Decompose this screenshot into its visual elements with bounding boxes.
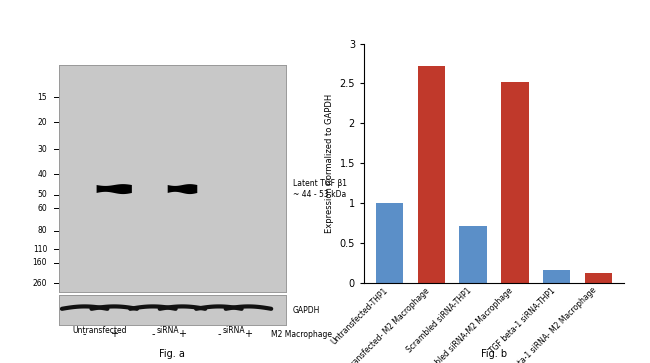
Text: 20: 20 <box>38 118 47 127</box>
Text: -: - <box>83 329 86 339</box>
Text: 60: 60 <box>38 204 47 213</box>
Text: 40: 40 <box>38 170 47 179</box>
Text: 30: 30 <box>38 145 47 154</box>
Bar <box>460 226 487 283</box>
Text: 15: 15 <box>38 93 47 102</box>
Text: Scrambled
siRNA: Scrambled siRNA <box>148 316 188 335</box>
Text: 110: 110 <box>32 245 47 254</box>
Text: -: - <box>151 329 155 339</box>
Text: 50: 50 <box>38 190 47 199</box>
Text: 260: 260 <box>32 279 47 287</box>
Y-axis label: Expression normalized to GAPDH: Expression normalized to GAPDH <box>325 94 334 233</box>
Bar <box>501 82 528 283</box>
Bar <box>376 203 403 283</box>
Text: Fig. a: Fig. a <box>159 349 185 359</box>
Text: +: + <box>244 329 252 339</box>
Text: Fig. b: Fig. b <box>481 349 507 359</box>
Text: -: - <box>217 329 220 339</box>
Text: TGF beta-1
siRNA: TGF beta-1 siRNA <box>213 316 255 335</box>
Text: GAPDH: GAPDH <box>292 306 320 314</box>
Text: Untransfected: Untransfected <box>72 326 127 335</box>
Text: 80: 80 <box>38 227 47 236</box>
Polygon shape <box>168 184 198 194</box>
Text: M2 Macrophage: M2 Macrophage <box>271 330 332 339</box>
Text: 160: 160 <box>32 258 47 267</box>
Polygon shape <box>97 184 132 194</box>
Bar <box>543 270 570 283</box>
Text: Latent TGF β1
~ 44 - 53 kDa: Latent TGF β1 ~ 44 - 53 kDa <box>292 179 347 199</box>
Text: +: + <box>111 329 118 339</box>
Bar <box>418 66 445 283</box>
Text: +: + <box>179 329 187 339</box>
Bar <box>585 273 612 283</box>
